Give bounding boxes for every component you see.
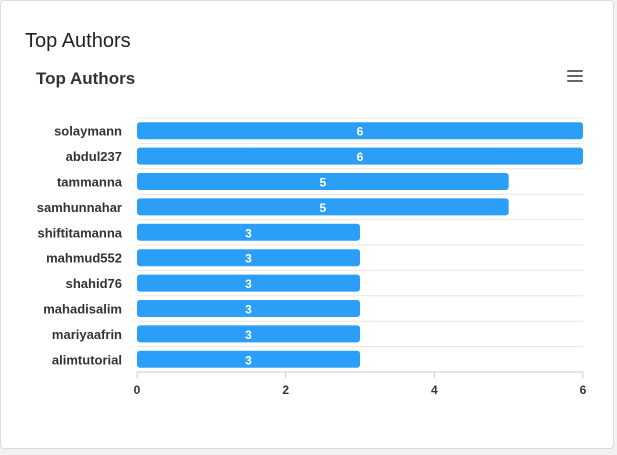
bar-shiftitamanna[interactable] — [137, 223, 360, 241]
chart-title: Top Authors — [36, 69, 135, 88]
hamburger-menu-icon-bar-1 — [567, 70, 583, 72]
category-label-abdul237: abdul237 — [66, 149, 122, 164]
category-label-shiftitamanna: shiftitamanna — [37, 225, 122, 240]
bar-mahadisalim[interactable] — [137, 300, 360, 317]
category-label-shahid76: shahid76 — [66, 276, 122, 291]
x-tick-label: 0 — [134, 383, 141, 397]
data-label-samhunnahar: 5 — [319, 201, 326, 215]
card-title: Top Authors — [25, 30, 131, 52]
bar-alimtutorial[interactable] — [137, 350, 360, 368]
bar-abdul237[interactable] — [137, 147, 583, 165]
category-label-mahmud552: mahmud552 — [46, 251, 122, 266]
data-label-shahid76: 3 — [245, 277, 252, 291]
category-label-solaymann: solaymann — [54, 124, 122, 139]
x-tick-label: 4 — [431, 383, 438, 397]
category-label-mahadisalim: mahadisalim — [43, 302, 122, 317]
bar-shahid76[interactable] — [137, 274, 360, 292]
x-tick-label: 6 — [580, 383, 587, 397]
category-label-alimtutorial: alimtutorial — [52, 352, 122, 367]
bar-mahmud552[interactable] — [137, 249, 360, 267]
data-label-solaymann: 6 — [357, 125, 364, 139]
hamburger-menu-icon-bar-2 — [567, 75, 583, 77]
x-tick-label: 2 — [282, 383, 289, 397]
category-label-samhunnahar: samhunnahar — [37, 200, 122, 215]
grid-lines — [137, 117, 583, 373]
x-axis-ticks: 0 2 4 6 — [134, 372, 587, 397]
bar-solaymann[interactable] — [137, 122, 583, 140]
category-labels: solaymann abdul237 tammanna samhunnahar shif… — [37, 124, 123, 368]
data-label-abdul237: 6 — [357, 150, 364, 164]
bar-mariyaafrin[interactable] — [137, 325, 360, 343]
category-label-mariyaafrin: mariyaafrin — [52, 327, 122, 342]
bar-tammanna[interactable] — [137, 173, 509, 190]
bar-samhunnahar[interactable] — [137, 198, 509, 216]
data-label-tammanna: 5 — [319, 176, 326, 190]
data-label-mahadisalim: 3 — [245, 303, 252, 317]
category-label-tammanna: tammanna — [57, 175, 123, 190]
data-label-alimtutorial: 3 — [245, 353, 252, 367]
data-label-mariyaafrin: 3 — [245, 328, 252, 342]
chart-menu-button[interactable] — [566, 68, 584, 84]
data-label-shiftitamanna: 3 — [245, 226, 252, 240]
hamburger-menu-icon-bar-3 — [567, 80, 583, 82]
bars: 6 6 5 5 3 3 3 3 3 3 — [137, 122, 583, 368]
data-label-mahmud552: 3 — [245, 252, 252, 266]
